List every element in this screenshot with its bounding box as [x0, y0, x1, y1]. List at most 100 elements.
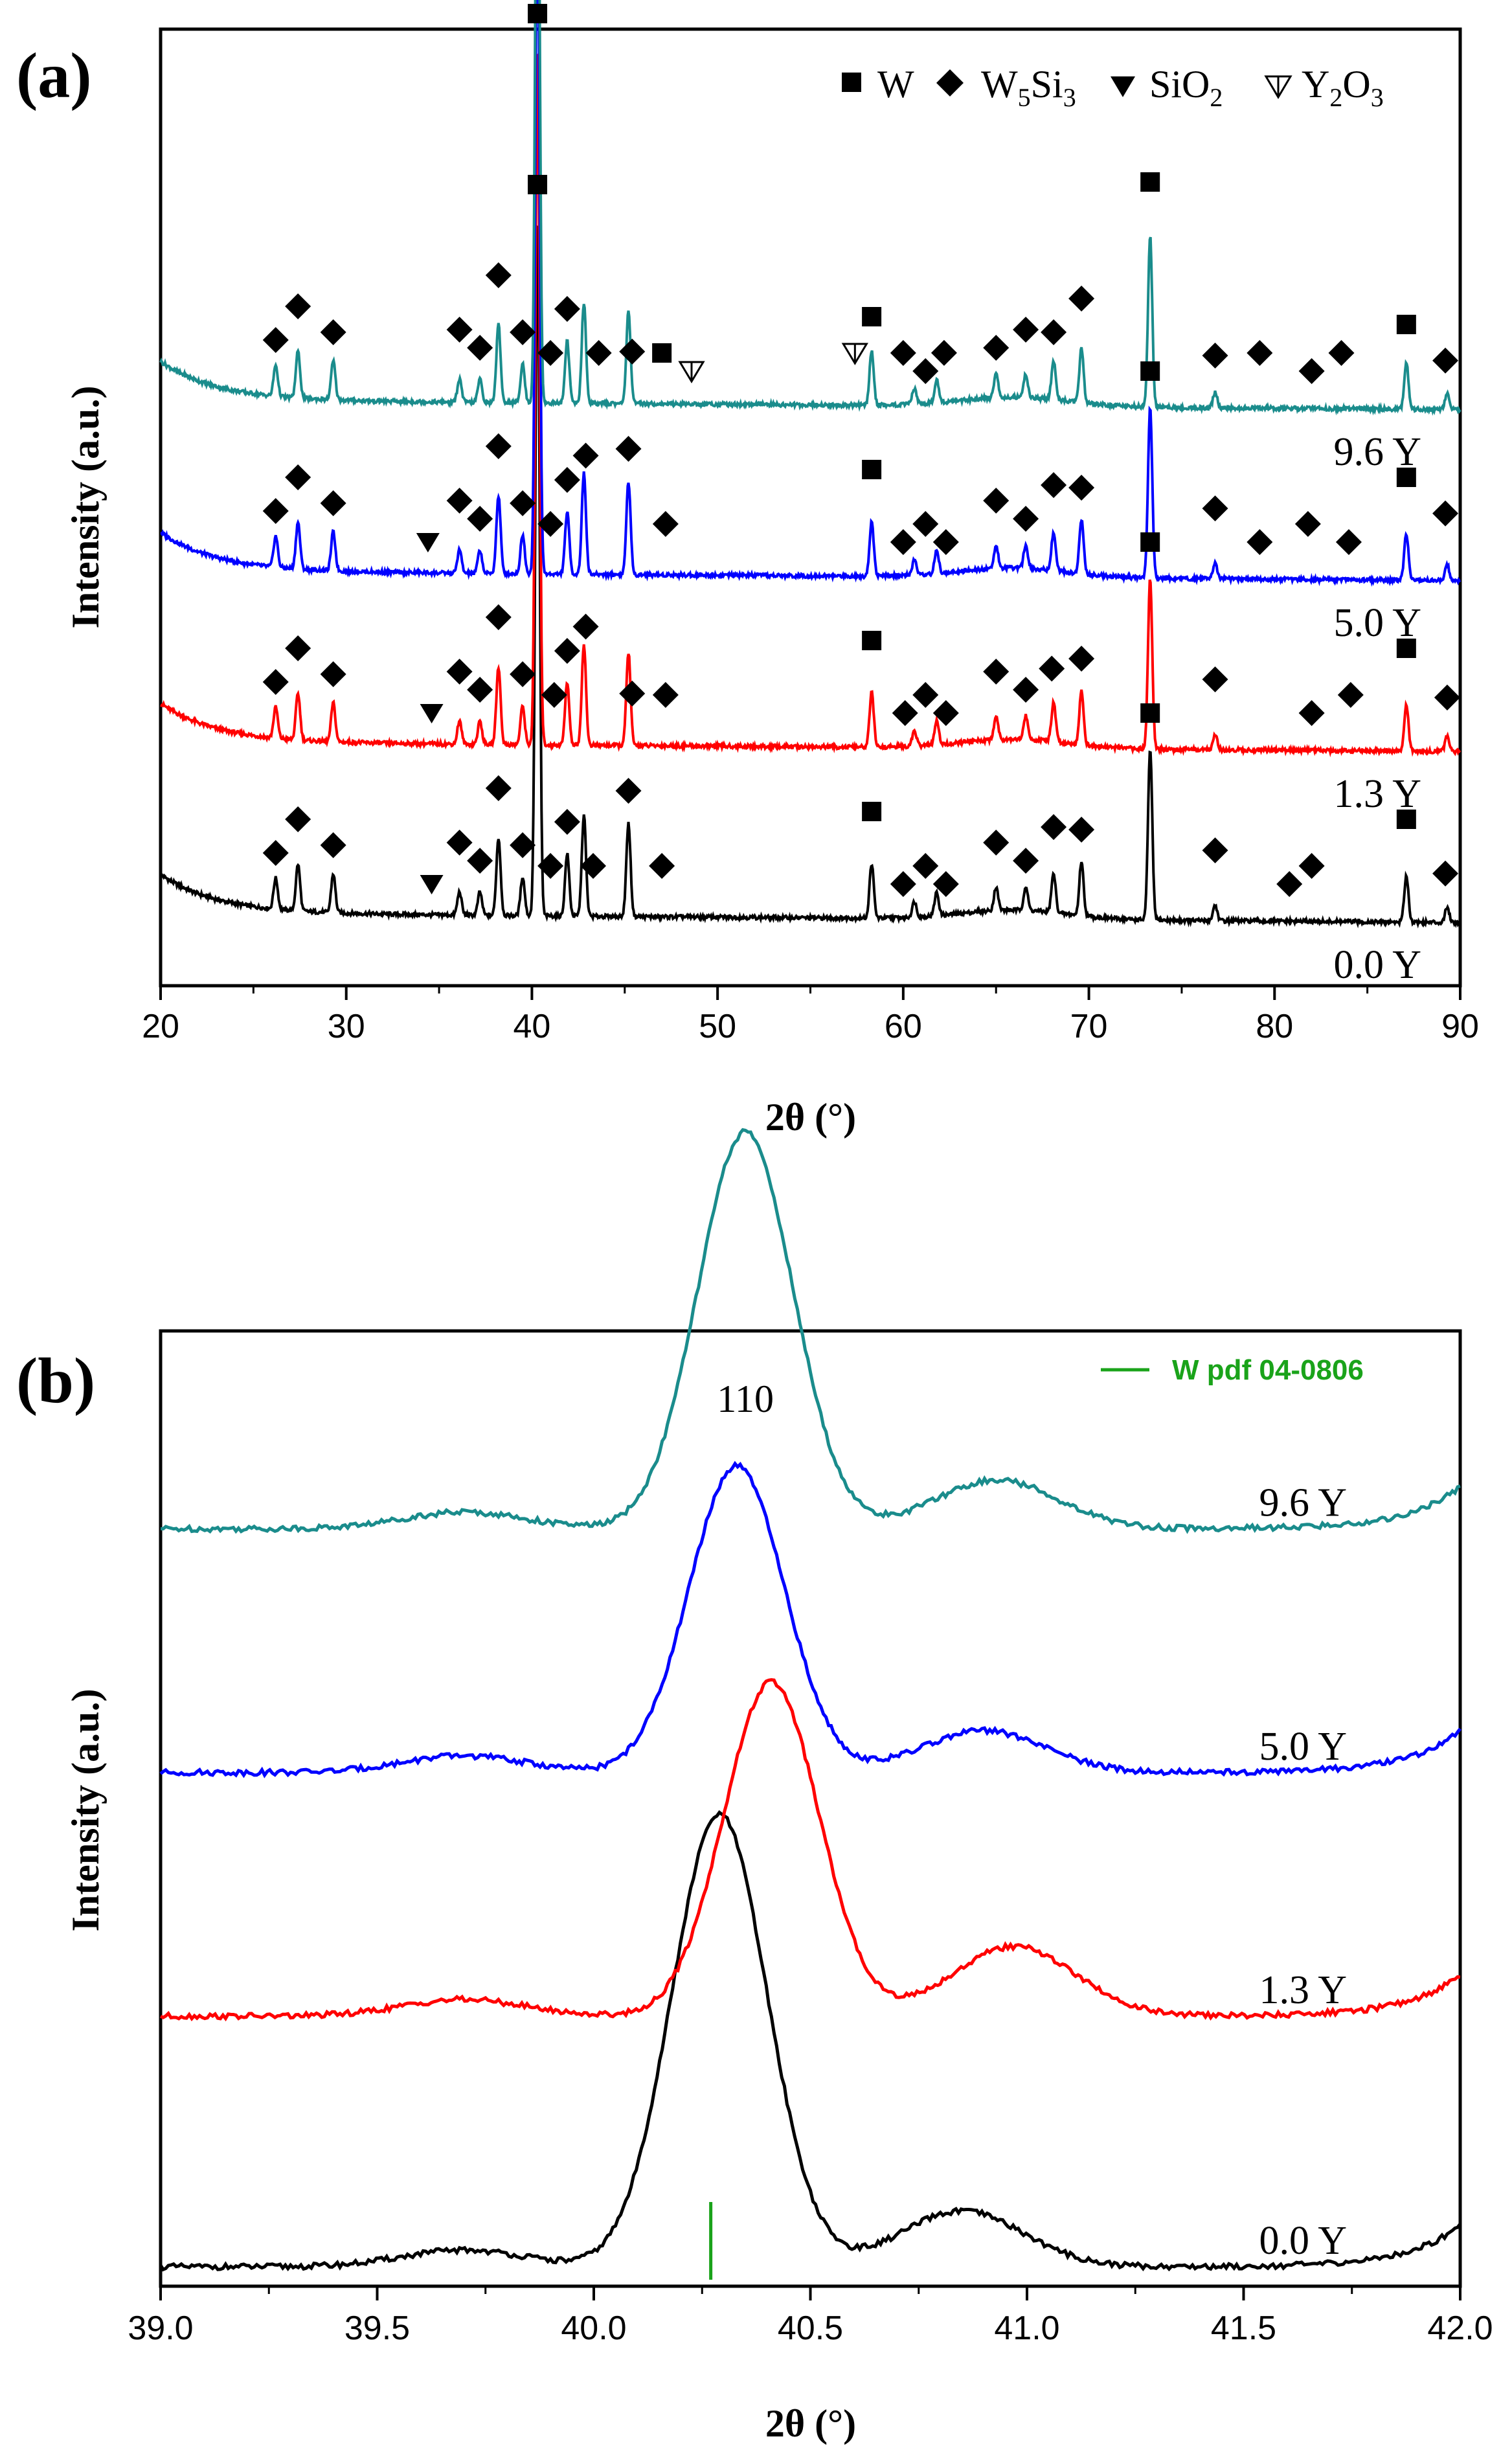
phase-marker-diamond [554, 467, 580, 493]
xrd-curve-00Y [159, 224, 1461, 929]
x-tick-label: 42.0 [1427, 2310, 1493, 2347]
phase-marker-diamond [1068, 646, 1095, 672]
phase-marker-diamond [485, 262, 512, 288]
phase-marker-diamond [262, 669, 289, 695]
x-tick-label: 41.0 [994, 2310, 1059, 2347]
phase-marker-square [1396, 810, 1416, 829]
phase-marker-square [1396, 315, 1416, 334]
phase-marker-diamond [1202, 343, 1228, 369]
x-tick-label: 40.5 [778, 2310, 843, 2347]
phase-marker-diamond [285, 635, 311, 661]
phase-marker-diamond [983, 488, 1010, 514]
phase-marker-diamond [580, 852, 607, 879]
series-label: 9.6 Y [1334, 430, 1421, 474]
panel-b-y-axis-label: Intensity (a.u.) [64, 1688, 107, 1931]
phase-marker-diamond [285, 464, 311, 490]
phase-marker-diamond [649, 853, 675, 879]
x-tick-label: 41.5 [1211, 2310, 1276, 2347]
phase-marker-diamond [1041, 814, 1067, 840]
phase-marker-diamond [467, 848, 493, 874]
phase-marker-diamond [1039, 655, 1065, 682]
phase-marker-triangle-filled [420, 704, 444, 723]
phase-marker-diamond [1013, 848, 1039, 874]
phase-marker-diamond [572, 442, 599, 469]
phase-marker-diamond [1432, 347, 1459, 374]
phase-marker-square [1396, 639, 1416, 658]
phase-marker-diamond [485, 433, 512, 459]
legend-filled-triangle-icon [1111, 76, 1135, 97]
phase-marker-diamond [1335, 529, 1362, 555]
panel-a-y-axis-label: Intensity (a.u.) [64, 385, 107, 628]
panel-b-legend: W pdf 04-0806 [1101, 1354, 1364, 1386]
panel-a-phase-markers [262, 4, 1460, 897]
phase-marker-diamond [320, 319, 346, 345]
xrd-curve-50Y [160, 0, 1461, 587]
panel-a-curves [159, 0, 1461, 929]
xrd-zoom-curve-50Y [159, 1460, 1461, 1778]
phase-marker-diamond [1298, 700, 1325, 726]
phase-marker-diamond [467, 506, 493, 532]
phase-marker-diamond [262, 327, 289, 353]
phase-marker-diamond [983, 659, 1010, 685]
phase-marker-diamond [1041, 319, 1067, 345]
panel-a: (a) 0.0 Y 1.3 Y 5.0 Y 9.6 Y 20 30 40 50 60 70 80 9… [16, 0, 1479, 1139]
x-tick-label: 60 [885, 1008, 922, 1045]
phase-marker-square [1140, 532, 1160, 552]
phase-marker-diamond [932, 528, 959, 555]
phase-marker-diamond [1041, 472, 1067, 498]
panel-b-x-axis-label: 2θ (°) [765, 2402, 856, 2445]
panel-b: (b) 0.0 Y 1.3 Y 5.0 Y 9.6 Y 39.0 39.5 40.0 40.… [16, 1128, 1493, 2445]
phase-marker-diamond [446, 659, 473, 685]
phase-marker-diamond [510, 319, 536, 345]
phase-marker-square [862, 307, 882, 326]
phase-marker-square [862, 460, 882, 479]
phase-marker-diamond [285, 293, 311, 319]
phase-marker-diamond [320, 661, 346, 687]
panel-a-x-ticks: 20 30 40 50 60 70 80 90 [142, 986, 1479, 1045]
phase-marker-diamond [1337, 682, 1364, 708]
phase-marker-diamond [615, 778, 642, 804]
phase-marker-diamond [510, 490, 536, 516]
phase-marker-diamond [485, 604, 512, 630]
phase-marker-diamond [485, 775, 512, 801]
xrd-curve-13Y [160, 51, 1461, 758]
panel-b-series-labels: 0.0 Y 1.3 Y 5.0 Y 9.6 Y [1259, 1481, 1347, 2264]
phase-marker-diamond [1298, 853, 1325, 879]
series-label: 0.0 Y [1259, 2219, 1347, 2263]
legend-sio2-label: SiO2 [1149, 63, 1223, 112]
x-tick-label: 30 [328, 1008, 365, 1045]
panel-b-x-ticks: 39.0 39.5 40.0 40.5 41.0 41.5 42.0 [128, 2286, 1493, 2347]
legend-w-pdf-label: W pdf 04-0806 [1172, 1354, 1364, 1386]
phase-marker-diamond [1202, 495, 1228, 521]
x-tick-label: 90 [1441, 1008, 1479, 1045]
peak-110-label: 110 [717, 1378, 774, 1420]
phase-marker-diamond [1298, 358, 1325, 384]
phase-marker-square [862, 802, 882, 821]
panel-a-series-labels: 0.0 Y 1.3 Y 5.0 Y 9.6 Y [1334, 430, 1421, 987]
phase-marker-diamond [912, 853, 939, 879]
phase-marker-diamond [537, 340, 564, 366]
phase-marker-diamond [892, 699, 918, 726]
series-label: 9.6 Y [1259, 1481, 1347, 1525]
phase-marker-square [652, 343, 672, 363]
panel-a-legend: W W5Si3 SiO2 Y2O3 [842, 63, 1384, 112]
phase-marker-diamond [554, 296, 580, 322]
phase-marker-diamond [510, 661, 536, 687]
phase-marker-diamond [890, 340, 916, 366]
phase-marker-diamond [652, 682, 679, 708]
phase-marker-diamond [652, 511, 679, 537]
phase-marker-diamond [1247, 340, 1273, 366]
phase-marker-diamond [1068, 475, 1095, 501]
phase-marker-diamond [320, 490, 346, 516]
phase-marker-diamond [467, 677, 493, 703]
x-tick-label: 70 [1070, 1008, 1108, 1045]
panel-a-x-axis-label: 2θ (°) [765, 1096, 856, 1139]
phase-marker-diamond [912, 510, 939, 537]
phase-marker-diamond [890, 871, 916, 897]
panel-a-label: (a) [16, 40, 92, 111]
phase-marker-diamond [983, 335, 1010, 361]
legend-diamond-icon [936, 69, 964, 96]
phase-marker-square [862, 631, 882, 650]
phase-marker-diamond [1202, 666, 1228, 692]
phase-marker-diamond [554, 638, 580, 664]
